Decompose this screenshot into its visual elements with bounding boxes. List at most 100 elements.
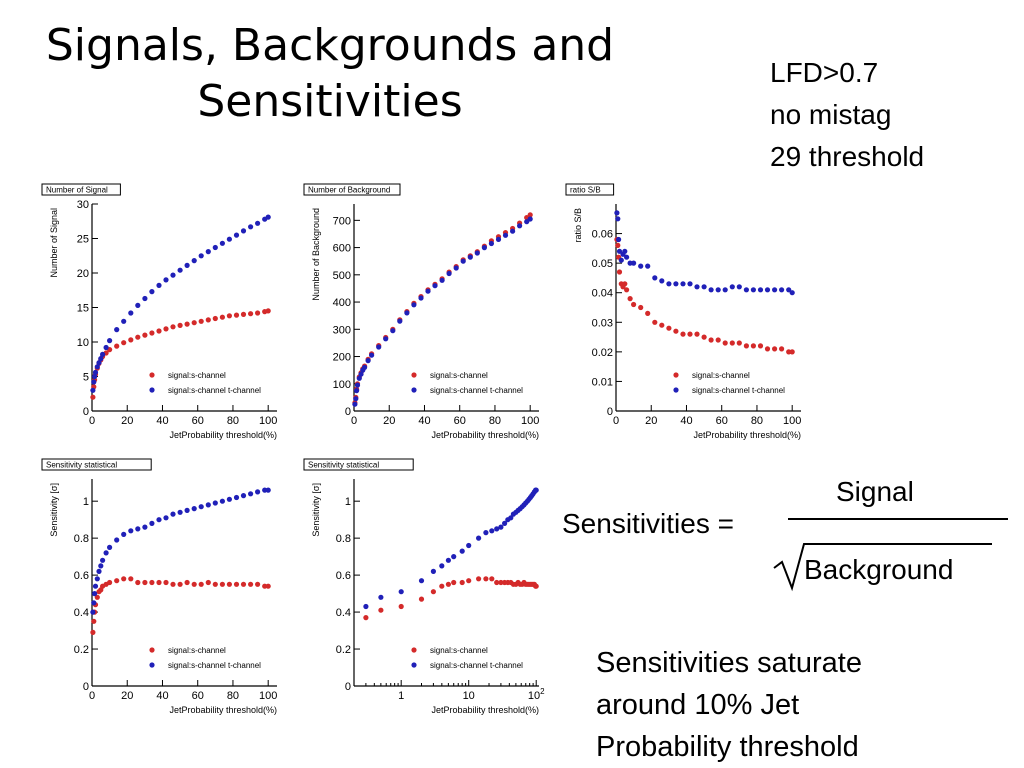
y-tick-label: 0.02	[592, 347, 613, 359]
data-point	[240, 581, 247, 587]
data-point	[226, 236, 232, 242]
data-point	[358, 371, 364, 377]
data-point	[233, 312, 240, 318]
data-point	[198, 581, 204, 587]
data-point	[212, 581, 218, 587]
data-point	[453, 265, 459, 271]
y-tick-label: 0.6	[336, 570, 351, 582]
data-point	[645, 263, 651, 269]
data-point	[466, 542, 472, 549]
data-point	[722, 287, 728, 293]
legend-label: signal:s-channel t-channel	[430, 661, 523, 670]
data-point	[177, 509, 183, 515]
data-point	[638, 263, 644, 269]
data-point	[779, 287, 785, 293]
data-point	[107, 579, 113, 586]
data-point	[156, 328, 162, 334]
data-point	[729, 340, 735, 346]
data-point	[631, 301, 637, 308]
data-point	[149, 579, 155, 586]
data-point	[729, 284, 735, 290]
y-tick-label: 0.01	[592, 376, 613, 388]
data-point	[255, 489, 261, 495]
data-point	[191, 320, 197, 326]
data-point	[502, 520, 508, 526]
formula-denominator: Background	[804, 554, 954, 585]
chart-title: Sensitivity statistical	[308, 461, 379, 470]
data-point	[114, 578, 120, 584]
legend-marker	[411, 387, 417, 393]
data-point	[494, 526, 500, 532]
y-axis-title: Sensitivity [σ]	[49, 483, 59, 537]
data-point	[248, 491, 254, 497]
legend-marker	[149, 387, 155, 393]
data-point	[135, 334, 141, 340]
data-point	[615, 216, 621, 222]
plot-number-of-background: Number of Background 0 100 200 300 400 500 600 7…	[302, 180, 547, 442]
data-point	[135, 302, 141, 308]
x-tick-label: 20	[121, 690, 133, 702]
data-point	[425, 288, 431, 294]
data-point	[750, 343, 756, 349]
legend-label: signal:s-channel	[168, 646, 226, 655]
data-point	[212, 315, 218, 322]
data-point	[622, 281, 628, 287]
data-point	[198, 253, 204, 259]
data-point	[198, 504, 204, 510]
data-point	[624, 254, 630, 260]
data-point	[378, 607, 384, 613]
y-tick-label: 0.4	[336, 607, 351, 619]
data-point	[627, 296, 633, 302]
data-point	[363, 603, 369, 610]
data-point	[90, 394, 96, 400]
y-tick-label: 600	[333, 243, 351, 255]
data-point	[430, 568, 436, 574]
data-point	[362, 364, 368, 370]
data-point	[90, 609, 96, 615]
data-point	[205, 502, 211, 508]
data-point	[219, 240, 225, 246]
data-point	[170, 511, 176, 517]
data-point	[142, 579, 148, 586]
y-axis-title: Number of Background	[311, 208, 321, 301]
data-point	[743, 287, 749, 293]
data-point	[149, 330, 155, 336]
data-point	[94, 364, 100, 370]
x-tick-label: 10	[463, 690, 475, 702]
data-point	[219, 314, 225, 320]
data-point	[369, 352, 375, 358]
data-point	[353, 396, 359, 402]
y-axis-title: Sensitivity [σ]	[311, 483, 321, 537]
data-point	[376, 344, 382, 350]
data-point	[91, 600, 97, 606]
data-point	[680, 281, 686, 287]
y-tick-label: 0.2	[336, 644, 351, 656]
y-tick-label: 5	[83, 372, 89, 384]
data-point	[255, 220, 261, 226]
data-point	[128, 576, 134, 582]
x-tick-label: 0	[89, 690, 95, 702]
data-point	[142, 332, 148, 338]
chart-title: Number of Background	[308, 186, 390, 195]
data-point	[107, 338, 113, 344]
data-point	[708, 287, 714, 293]
data-point	[265, 487, 271, 493]
chart-svg: Number of Background01002003004005006007…	[303, 183, 539, 440]
data-point	[489, 576, 495, 582]
x-tick-label: 1	[398, 690, 404, 702]
x-tick-label: 100	[783, 415, 801, 427]
plot-sensitivity-linear: Sensitivity statistical 0 0.2 0.4 0.6 0.8 1 0 20…	[40, 455, 285, 717]
y-tick-label: 0	[345, 681, 351, 693]
conclusion-note: Sensitivities saturate around 10% Jet Pr…	[596, 642, 862, 768]
legend-marker	[149, 662, 155, 668]
series-s-channel	[363, 576, 539, 621]
data-point	[240, 493, 247, 499]
y-tick-label: 30	[77, 199, 89, 211]
data-point	[365, 358, 371, 364]
y-tick-label: 0	[83, 681, 89, 693]
data-point	[498, 579, 504, 586]
data-point	[614, 210, 620, 216]
chart-svg: ratio S/B 0 0.01 0.02 0.03 0.04 0.05 0.06 0 20 40 6…	[565, 183, 801, 440]
data-point	[142, 295, 148, 302]
data-point	[701, 334, 707, 340]
